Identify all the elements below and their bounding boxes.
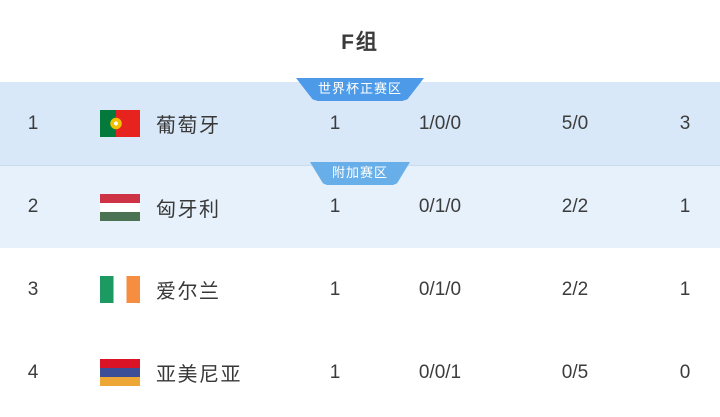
points-cell: 1 xyxy=(679,196,691,217)
wdl-cell: 0/0/1 xyxy=(418,361,462,383)
team-name: 匈牙利 xyxy=(156,198,221,221)
table-row-hungary[interactable]: 附加赛区 2 匈牙利 1 0/1/0 2/2 1 xyxy=(0,162,720,248)
table-row-portugal[interactable]: 世界杯正赛区 1 葡萄牙 1 1/0/0 5/0 3 xyxy=(0,78,720,165)
played-cell: 1 xyxy=(329,278,341,300)
wdl-cell: 0/1/0 xyxy=(418,278,462,300)
table-row-armenia[interactable]: 4 亚美尼亚 1 0/0/1 0/5 0 xyxy=(0,331,720,414)
team-name: 葡萄牙 xyxy=(156,115,221,137)
team-name: 爱尔兰 xyxy=(156,281,221,303)
team-cell: 匈牙利 xyxy=(66,193,290,222)
team-cell: 葡萄牙 xyxy=(66,109,290,138)
team-cell: 爱尔兰 xyxy=(66,275,290,304)
rank-cell: 1 xyxy=(27,112,39,134)
team-cell: 亚美尼亚 xyxy=(66,358,290,387)
played-cell: 1 xyxy=(329,196,341,217)
goals-cell: 5/0 xyxy=(561,112,589,134)
flag-hungary-icon xyxy=(100,193,140,221)
goals-cell: 2/2 xyxy=(561,196,589,217)
played-cell: 1 xyxy=(329,112,341,134)
points-cell: 0 xyxy=(679,361,691,383)
team-name: 亚美尼亚 xyxy=(156,364,242,386)
flag-armenia-icon xyxy=(100,359,140,386)
table-header: F组 xyxy=(0,0,720,82)
wdl-cell: 0/1/0 xyxy=(418,196,462,217)
qualified-zone-badge: 世界杯正赛区 xyxy=(295,78,425,101)
rank-cell: 2 xyxy=(27,196,39,217)
rank-cell: 3 xyxy=(27,278,39,300)
flag-ireland-icon xyxy=(100,276,140,303)
playoff-zone-badge: 附加赛区 xyxy=(309,162,411,185)
goals-cell: 0/5 xyxy=(561,361,589,383)
wdl-cell: 1/0/0 xyxy=(418,112,462,134)
points-cell: 3 xyxy=(679,112,691,134)
group-title: F组 xyxy=(341,31,379,54)
goals-cell: 2/2 xyxy=(561,278,589,300)
points-cell: 1 xyxy=(679,278,691,300)
table-row-ireland[interactable]: 3 爱尔兰 1 0/1/0 2/2 1 xyxy=(0,248,720,331)
played-cell: 1 xyxy=(329,361,341,383)
flag-portugal-icon xyxy=(100,110,140,137)
rank-cell: 4 xyxy=(27,361,39,383)
